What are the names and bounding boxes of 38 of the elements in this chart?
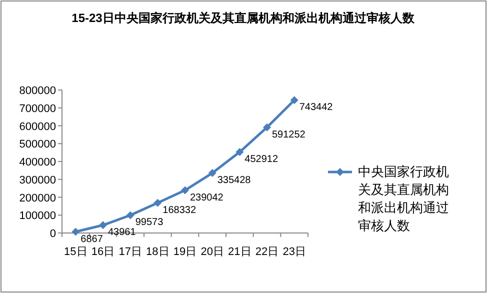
x-tick-label: 15日 (64, 246, 88, 258)
y-tick-label: 200000 (19, 192, 56, 204)
y-tick-label: 400000 (19, 156, 56, 168)
point (263, 123, 271, 132)
point (72, 228, 80, 236)
data-label: 335428 (217, 175, 252, 186)
y-tick-label: 600000 (19, 120, 56, 133)
point (290, 96, 298, 104)
y-tick-label: 0 (50, 228, 56, 240)
x-tick-label: 16日 (91, 246, 115, 258)
legend-label: 中央国家行政机关及其直属机构和派出机构通过审核人数 (358, 164, 449, 233)
y-tick-label: 500000 (19, 138, 56, 151)
point (208, 169, 216, 178)
point (181, 186, 189, 194)
data-label: 99573 (135, 217, 164, 228)
y-tick-label: 300000 (19, 174, 56, 186)
x-tick-label: 23日 (282, 246, 306, 258)
x-tick-label: 22日 (255, 246, 279, 258)
point (99, 221, 107, 230)
data-label: 452912 (244, 154, 278, 166)
point (126, 211, 134, 220)
x-tick-label: 21日 (228, 246, 252, 258)
chart-title: 15-23日中央国家行政机关及其直属机构和派出机构通过审核人数 (72, 11, 416, 25)
point (154, 198, 162, 207)
data-label: 6867 (80, 234, 104, 245)
x-tick-label: 17日 (118, 246, 142, 258)
y-tick-label: 100000 (19, 210, 56, 222)
data-label: 591252 (272, 129, 306, 140)
x-tick-label: 19日 (173, 246, 197, 258)
data-label: 239042 (190, 192, 224, 204)
y-tick-label: 800000 (19, 85, 56, 97)
point (236, 148, 244, 156)
x-tick-label: 18日 (146, 246, 170, 258)
x-tick-label: 20日 (200, 246, 224, 258)
data-label: 43961 (108, 227, 136, 238)
y-tick-label: 700000 (19, 102, 56, 115)
data-label: 743442 (299, 102, 334, 114)
data-label: 168332 (162, 204, 196, 216)
